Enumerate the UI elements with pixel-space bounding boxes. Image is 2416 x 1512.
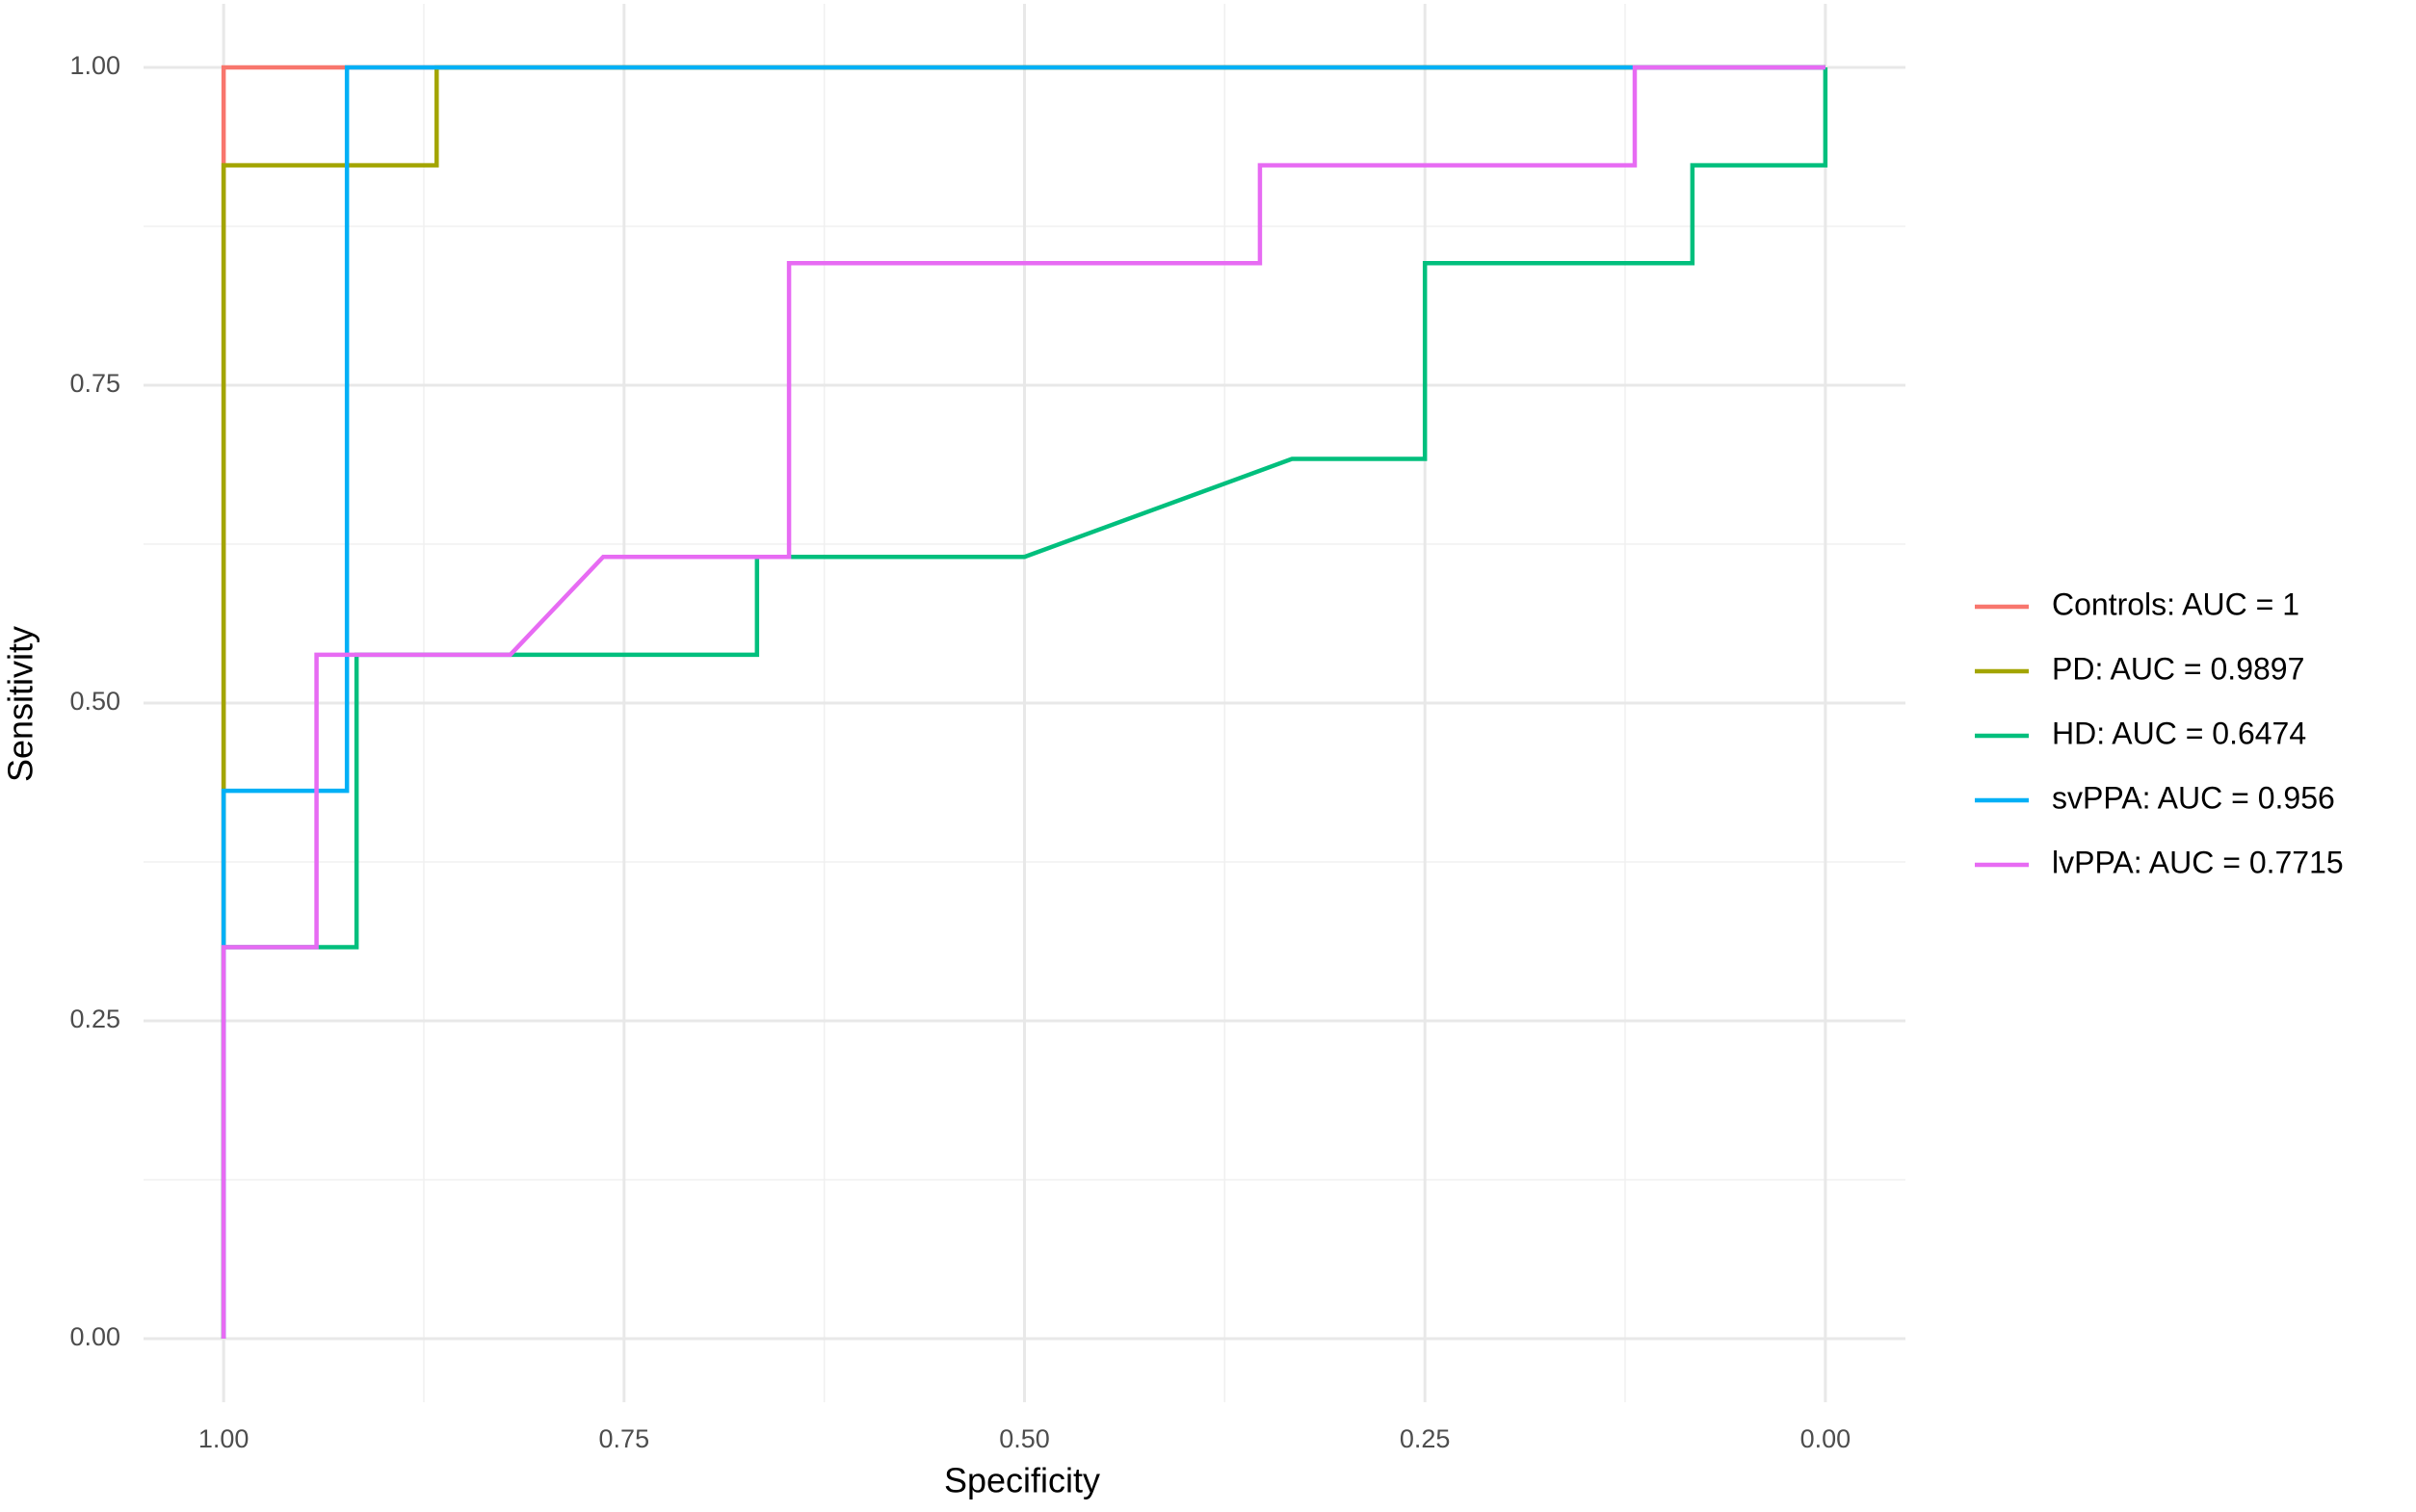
legend-label: Controls: AUC = 1 [2052, 587, 2299, 621]
y-tick-label: 1.00 [69, 51, 120, 80]
x-tick-label: 1.00 [198, 1424, 249, 1453]
roc-line [221, 67, 1828, 1339]
y-tick-label: 0.75 [69, 369, 120, 398]
y-tick-label: 0.25 [69, 1004, 120, 1033]
legend-label: HD: AUC = 0.6474 [2052, 716, 2306, 750]
y-tick-label: 0.50 [69, 687, 120, 716]
legend-label: svPPA: AUC = 0.956 [2052, 780, 2335, 815]
x-tick-label: 0.50 [999, 1424, 1050, 1453]
x-tick-label: 0.00 [1800, 1424, 1851, 1453]
x-tick-label: 0.25 [1400, 1424, 1451, 1453]
legend-label: lvPPA: AUC = 0.7715 [2052, 845, 2344, 879]
x-tick-label: 0.75 [599, 1424, 650, 1453]
x-axis-title: Specificity [944, 1461, 1100, 1500]
roc-line [221, 65, 1825, 1339]
y-axis-title: Sensitivity [1, 626, 40, 782]
y-tick-label: 0.00 [69, 1322, 120, 1351]
legend-label: PD: AUC = 0.9897 [2052, 651, 2304, 686]
